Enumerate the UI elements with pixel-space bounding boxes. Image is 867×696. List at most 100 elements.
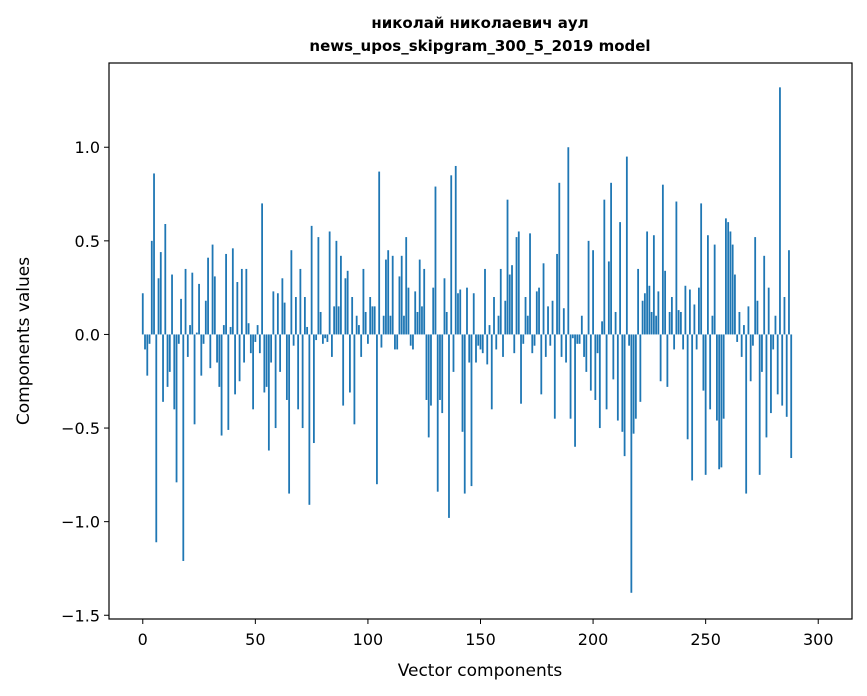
bar-204: [601, 321, 603, 335]
bar-153: [486, 334, 489, 365]
bar-239: [679, 311, 682, 335]
bar-191: [571, 334, 574, 339]
bar-161: [504, 300, 507, 335]
bar-128: [430, 334, 432, 406]
bar-159: [499, 268, 502, 335]
bar-63: [283, 302, 286, 335]
bar-276: [763, 255, 766, 335]
bar-124: [421, 306, 423, 335]
bar-70: [299, 268, 302, 335]
bar-149: [477, 334, 480, 346]
bar-72: [303, 297, 306, 335]
bar-206: [605, 334, 608, 410]
bar-287: [788, 250, 790, 335]
x-tick-label: 100: [353, 630, 384, 649]
bar-115: [400, 255, 403, 335]
bar-208: [610, 182, 612, 335]
bar-74: [308, 334, 311, 505]
bar-130: [434, 186, 437, 335]
bar-182: [551, 300, 554, 335]
bar-141: [459, 289, 462, 335]
bar-55: [265, 334, 268, 387]
y-tick-label: 1.0: [75, 138, 100, 157]
bar-132: [439, 334, 441, 400]
bar-235: [670, 297, 673, 335]
x-tick-label: 150: [465, 630, 496, 649]
bar-9: [162, 334, 164, 402]
bar-84: [331, 334, 333, 357]
bar-213: [621, 334, 624, 432]
bar-243: [688, 289, 691, 335]
bar-163: [508, 274, 511, 335]
bar-43: [238, 334, 241, 382]
y-tick-label: −1.5: [61, 606, 100, 625]
bar-242: [686, 334, 689, 440]
bar-265: [738, 311, 741, 335]
bar-285: [783, 297, 786, 335]
bar-282: [776, 334, 779, 395]
bar-275: [761, 334, 763, 372]
bar-44: [240, 268, 243, 335]
bar-86: [335, 240, 338, 335]
bar-217: [630, 334, 633, 593]
bar-117: [405, 237, 408, 335]
bar-183: [553, 334, 556, 419]
y-tick-label: −0.5: [61, 419, 100, 438]
bar-54: [263, 334, 266, 393]
bar-25: [198, 283, 200, 335]
bar-50: [254, 334, 257, 342]
bar-268: [745, 334, 748, 494]
bar-37: [225, 253, 227, 335]
bar-73: [306, 326, 309, 335]
bar-286: [785, 334, 788, 417]
bar-284: [781, 334, 784, 406]
bar-66: [290, 250, 293, 335]
bar-230: [659, 334, 662, 382]
bar-126: [425, 334, 428, 400]
bar-283: [779, 87, 781, 335]
bar-186: [560, 334, 563, 357]
bar-129: [432, 287, 435, 335]
plot-area-frame: [108, 62, 853, 620]
bar-169: [522, 334, 525, 344]
bar-80: [321, 334, 324, 344]
bar-229: [657, 291, 660, 335]
bar-267: [743, 325, 745, 335]
x-tick-label: 300: [803, 630, 834, 649]
bar-41: [234, 334, 236, 395]
bar-101: [369, 297, 372, 335]
bar-31: [211, 244, 214, 335]
bar-218: [632, 334, 635, 434]
bar-256: [718, 334, 721, 470]
bar-68: [294, 297, 297, 335]
bar-46: [245, 268, 248, 335]
bar-45: [243, 334, 245, 363]
bar-112: [394, 334, 396, 350]
bar-13: [171, 274, 173, 335]
bar-194: [578, 334, 581, 344]
bar-21: [189, 325, 191, 335]
bar-95: [355, 315, 358, 335]
bar-108: [385, 259, 387, 335]
bar-11: [166, 334, 169, 387]
bar-105: [378, 171, 381, 335]
bar-26: [200, 334, 203, 376]
bar-207: [607, 261, 610, 335]
bar-253: [711, 315, 714, 335]
bar-148: [475, 334, 477, 363]
bar-198: [587, 240, 590, 335]
bar-23: [193, 334, 196, 425]
y-tick-label: 0.5: [75, 232, 100, 251]
bar-270: [749, 334, 752, 382]
bar-52: [258, 334, 261, 354]
bar-195: [580, 315, 583, 335]
bar-65: [288, 334, 291, 494]
bar-123: [418, 259, 421, 335]
bar-93: [351, 297, 354, 335]
bar-110: [389, 315, 392, 335]
bar-8: [159, 252, 162, 335]
bar-39: [229, 326, 232, 335]
x-axis-label: Vector components: [398, 661, 563, 681]
bar-165: [513, 334, 516, 354]
bar-168: [520, 334, 522, 404]
